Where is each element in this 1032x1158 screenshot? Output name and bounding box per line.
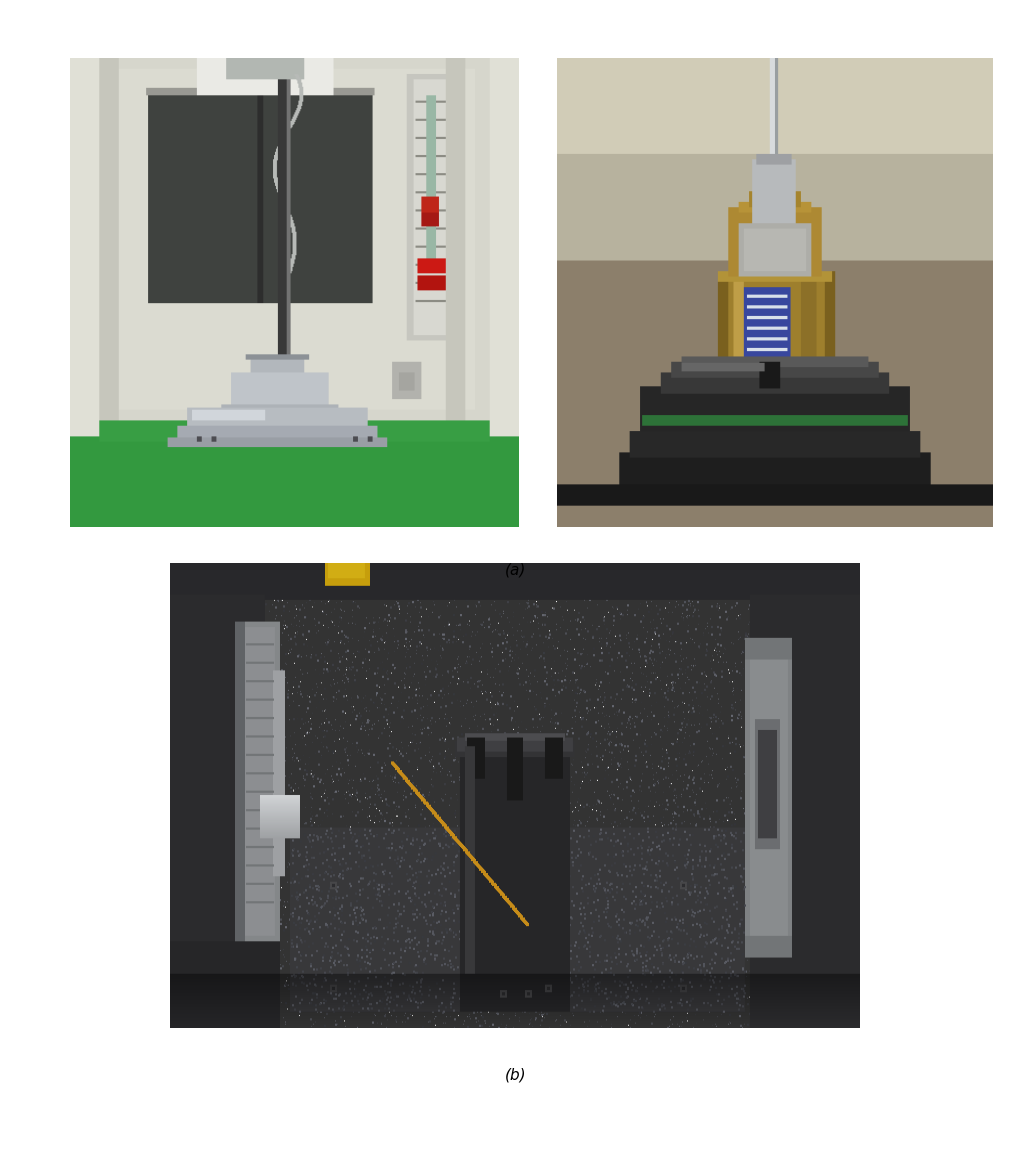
Text: (b): (b) [506,1068,526,1082]
Text: (a): (a) [506,563,526,577]
